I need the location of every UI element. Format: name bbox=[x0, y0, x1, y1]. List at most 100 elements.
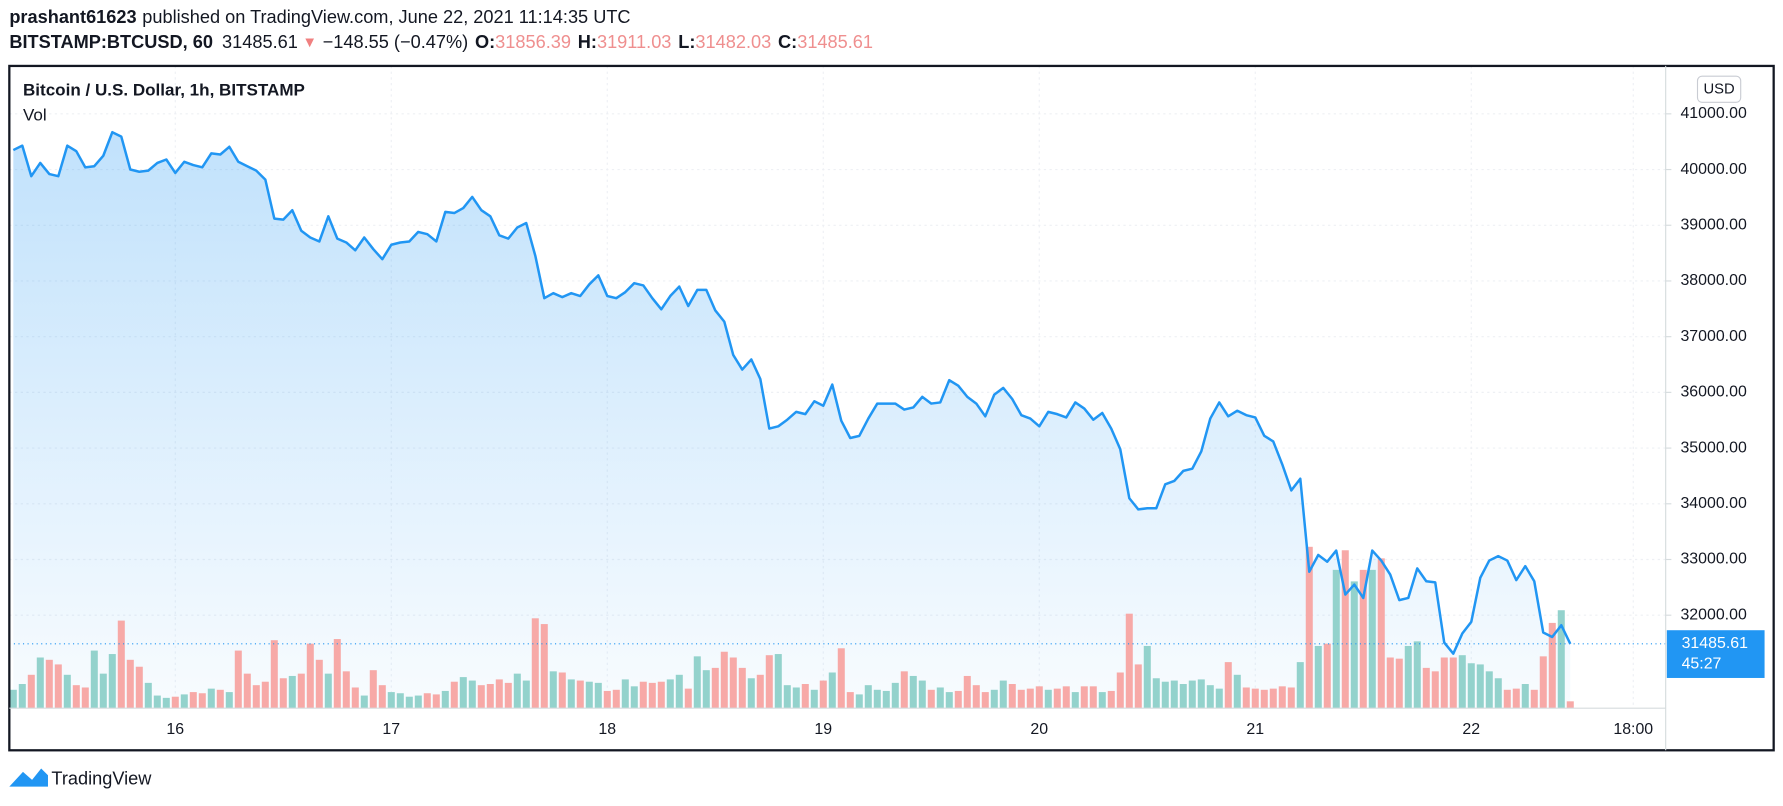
volume-bar bbox=[756, 674, 764, 709]
volume-bar bbox=[1035, 686, 1043, 709]
price-line bbox=[12, 130, 1572, 655]
volume-bar bbox=[603, 690, 611, 709]
x-tick-label: 17 bbox=[382, 721, 400, 738]
volume-bar bbox=[675, 674, 683, 709]
volume-bar bbox=[1134, 664, 1142, 709]
volume-bar bbox=[1152, 678, 1160, 709]
volume-bar bbox=[864, 685, 872, 709]
volume-bar bbox=[180, 694, 188, 709]
volume-bar bbox=[954, 690, 962, 709]
volume-bar bbox=[504, 682, 512, 709]
volume-bar bbox=[720, 651, 728, 709]
h-label: H: bbox=[578, 32, 597, 52]
change: −148.55 (−0.47%) bbox=[323, 32, 468, 52]
symbol: BITSTAMP:BTCUSD, 60 bbox=[9, 32, 213, 52]
currency-button[interactable] bbox=[1696, 75, 1742, 103]
volume-bar bbox=[1395, 658, 1403, 709]
volume-bar bbox=[846, 692, 854, 709]
chart-title: Bitcoin / U.S. Dollar, 1h, BITSTAMP bbox=[23, 80, 305, 99]
volume-bar bbox=[711, 667, 719, 709]
volume-bar bbox=[639, 681, 647, 709]
volume-bar bbox=[306, 643, 314, 709]
volume-bar bbox=[1332, 569, 1340, 709]
volume-bar bbox=[27, 674, 35, 709]
volume-bar bbox=[1539, 656, 1547, 709]
volume-bar bbox=[927, 689, 935, 709]
volume-bar bbox=[1062, 686, 1070, 709]
volume-bar bbox=[477, 685, 485, 709]
volume-bar bbox=[1548, 622, 1556, 709]
y-tick-label: 37000.00 bbox=[1680, 328, 1746, 345]
published: published on TradingView.com, June 22, 2… bbox=[142, 7, 630, 27]
volume-bar bbox=[1098, 692, 1106, 709]
volume-bar bbox=[18, 684, 26, 709]
volume-bar bbox=[216, 689, 224, 709]
logo-icon bbox=[9, 768, 48, 787]
volume-bar bbox=[81, 687, 89, 709]
volume-bar bbox=[261, 681, 269, 709]
volume-bar bbox=[1440, 657, 1448, 709]
countdown: 45:27 bbox=[1682, 656, 1722, 673]
x-tick-label: 19 bbox=[814, 721, 832, 738]
x-tick-label: 20 bbox=[1030, 721, 1048, 738]
volume-bar bbox=[522, 680, 530, 709]
volume-bar bbox=[459, 677, 467, 709]
volume-bar bbox=[594, 682, 602, 709]
volume-bar bbox=[234, 650, 242, 709]
volume-bar bbox=[153, 695, 161, 709]
volume-bar bbox=[1323, 643, 1331, 709]
volume-bar bbox=[1161, 681, 1169, 709]
x-tick-label: 18 bbox=[598, 721, 616, 738]
currency[interactable]: USD bbox=[1704, 82, 1735, 98]
volume-bar bbox=[1494, 678, 1502, 709]
user: prashant61623 bbox=[9, 7, 136, 27]
volume-bar bbox=[405, 696, 413, 709]
volume-bar bbox=[1215, 688, 1223, 709]
volume-bar bbox=[972, 685, 980, 709]
volume-bar bbox=[1485, 671, 1493, 709]
volume-bar bbox=[333, 639, 341, 709]
volume-bar bbox=[423, 693, 431, 709]
volume-bar bbox=[891, 682, 899, 709]
volume-bar bbox=[1224, 662, 1232, 709]
volume-bar bbox=[1080, 686, 1088, 709]
tradingview-logo[interactable]: TradingView bbox=[9, 768, 152, 789]
volume-bar bbox=[900, 671, 908, 709]
volume-bar bbox=[144, 682, 152, 709]
volume-bar bbox=[774, 654, 782, 709]
x-tick-label: 21 bbox=[1246, 721, 1264, 738]
volume-bar bbox=[1071, 692, 1079, 709]
volume-bar bbox=[288, 675, 296, 709]
volume-bar bbox=[1206, 685, 1214, 709]
volume-bar bbox=[1566, 701, 1574, 709]
volume-bar bbox=[1314, 645, 1322, 709]
volume-bar bbox=[90, 650, 98, 709]
volume-bar bbox=[1116, 672, 1124, 709]
volume-bar bbox=[630, 686, 638, 709]
volume-bar bbox=[45, 659, 53, 709]
volume-bar bbox=[297, 673, 305, 709]
volume-bar bbox=[747, 678, 755, 709]
chart-frame bbox=[8, 64, 1775, 752]
volume-bar bbox=[1197, 679, 1205, 709]
volume-bar bbox=[207, 688, 215, 709]
volume-bar bbox=[828, 672, 836, 709]
c-value: 31485.61 bbox=[797, 32, 873, 52]
volume-bar bbox=[1188, 680, 1196, 709]
l-value: 31482.03 bbox=[695, 32, 771, 52]
volume-bar bbox=[1260, 689, 1268, 709]
y-tick-label: 40000.00 bbox=[1680, 161, 1746, 178]
volume-bar bbox=[252, 685, 260, 709]
volume-bar bbox=[198, 693, 206, 709]
volume-label: Vol bbox=[23, 105, 47, 124]
volume-bar bbox=[1467, 663, 1475, 709]
volume-bar bbox=[72, 685, 80, 709]
volume-bar bbox=[936, 687, 944, 709]
volume-bar bbox=[801, 684, 809, 709]
volume-bar bbox=[702, 670, 710, 709]
volume-bar bbox=[1089, 686, 1097, 709]
y-tick-label: 32000.00 bbox=[1680, 606, 1746, 623]
brand[interactable]: TradingView bbox=[51, 769, 152, 789]
ohlc-line: BITSTAMP:BTCUSD, 60 31485.61 ▼ −148.55 (−0.… bbox=[9, 32, 873, 52]
